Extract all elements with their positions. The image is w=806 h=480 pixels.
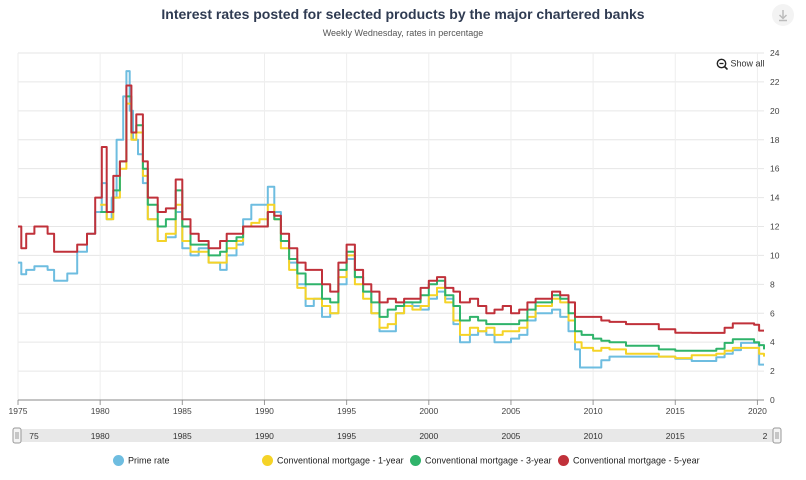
download-button[interactable] — [772, 4, 794, 26]
navigator-track[interactable] — [17, 429, 773, 442]
navigator-label: 1985 — [173, 431, 192, 441]
legend-marker — [558, 455, 569, 467]
navigator-label: 75 — [29, 431, 39, 441]
x-tick-label: 2005 — [501, 406, 520, 416]
y-tick-label: 10 — [770, 250, 780, 260]
x-tick-label: 1990 — [255, 406, 274, 416]
legend-label: Conventional mortgage - 1-year — [277, 455, 404, 466]
legend-label: Prime rate — [128, 455, 170, 466]
navigator-label: 2015 — [666, 431, 685, 441]
series-line-conventional-mortgage-3-year[interactable] — [100, 95, 765, 352]
x-tick-label: 1975 — [9, 406, 28, 416]
chart-title: Interest rates posted for selected produ… — [161, 6, 645, 22]
y-tick-label: 0 — [770, 395, 775, 405]
y-tick-label: 8 — [770, 279, 775, 289]
series-line-conventional-mortgage-1-year[interactable] — [100, 102, 765, 360]
y-tick-label: 16 — [770, 164, 780, 174]
x-tick-label: 1985 — [173, 406, 192, 416]
x-tick-label: 1980 — [91, 406, 110, 416]
legend-item-mortgage-3-year[interactable]: Conventional mortgage - 3-year — [410, 455, 552, 467]
navigator-label: 1980 — [91, 431, 110, 441]
x-tick-label: 2020 — [748, 406, 767, 416]
x-tick-label: 1995 — [337, 406, 356, 416]
navigator-label: 2000 — [419, 431, 438, 441]
legend-item-mortgage-5-year[interactable]: Conventional mortgage - 5-year — [558, 455, 700, 467]
x-axis: 1975 1980 1985 1990 1995 2000 2005 2010 2015 2020 — [9, 399, 767, 416]
navigator-label: 2 — [763, 431, 768, 441]
download-icon — [778, 10, 788, 22]
legend-marker — [262, 455, 273, 467]
legend-item-prime-rate[interactable]: Prime rate — [113, 455, 170, 467]
legend-marker — [113, 455, 124, 467]
y-tick-label: 14 — [770, 193, 780, 203]
series-line-conventional-mortgage-5-year[interactable] — [18, 84, 764, 334]
series-line-prime-rate[interactable] — [18, 70, 764, 369]
legend-label: Conventional mortgage - 3-year — [425, 455, 552, 466]
x-tick-label: 2015 — [666, 406, 685, 416]
legend-marker — [410, 455, 421, 467]
range-navigator[interactable]: 75 1980 1985 1990 1995 2000 2005 2010 2015 2 — [12, 427, 782, 444]
navigator-handle-left[interactable] — [12, 427, 22, 444]
chart-subtitle: Weekly Wednesday, rates in percentage — [322, 28, 484, 38]
legend-label: Conventional mortgage - 5-year — [573, 455, 700, 466]
navigator-label: 2010 — [584, 431, 603, 441]
y-tick-label: 6 — [770, 308, 775, 318]
show-all-button[interactable]: Show all — [716, 58, 765, 71]
y-tick-label: 18 — [770, 135, 780, 145]
x-tick-label: 2000 — [419, 406, 438, 416]
chart-series — [18, 70, 765, 369]
zoom-out-icon — [716, 58, 729, 71]
navigator-label: 1995 — [337, 431, 356, 441]
y-tick-label: 4 — [770, 337, 775, 347]
y-tick-label: 2 — [770, 366, 775, 376]
legend-item-mortgage-1-year[interactable]: Conventional mortgage - 1-year — [262, 455, 404, 467]
navigator-label: 1990 — [255, 431, 274, 441]
grid-lines — [17, 52, 764, 401]
y-tick-label: 24 — [770, 48, 780, 58]
legend: Prime rate Conventional mortgage - 1-yea… — [0, 455, 806, 471]
y-tick-label: 20 — [770, 106, 780, 116]
x-tick-label: 2010 — [584, 406, 603, 416]
y-tick-label: 12 — [770, 222, 780, 232]
y-tick-label: 22 — [770, 77, 780, 87]
navigator-label: 2005 — [501, 431, 520, 441]
show-all-label: Show all — [730, 58, 765, 69]
navigator-handle-right[interactable] — [772, 427, 782, 444]
